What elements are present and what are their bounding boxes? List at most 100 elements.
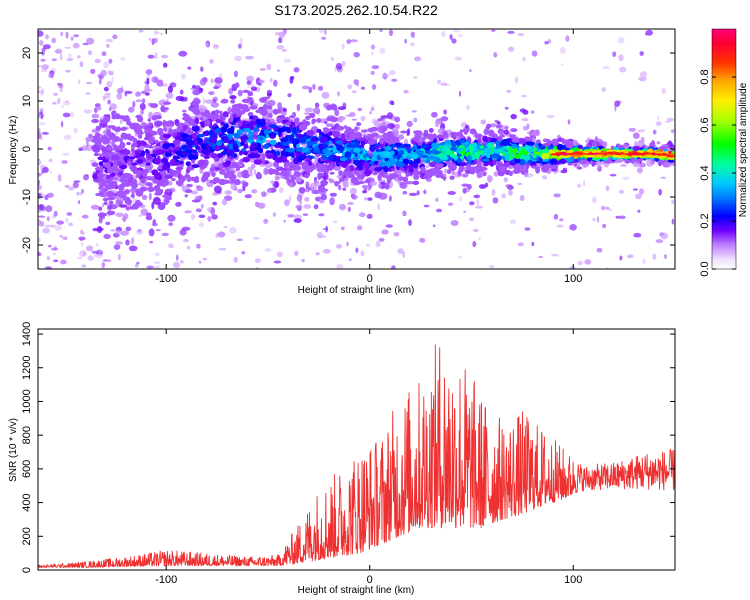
heatmap-halo xyxy=(178,50,188,57)
heatmap-cell xyxy=(428,134,435,141)
heatmap-speckle xyxy=(64,46,72,49)
heatmap-halo xyxy=(277,102,282,110)
heatmap-speckle xyxy=(459,90,461,97)
heatmap-speckle xyxy=(94,58,102,64)
heatmap-halo xyxy=(321,91,330,99)
heatmap-cell xyxy=(130,182,138,189)
heatmap-cell xyxy=(126,120,132,126)
heatmap-halo xyxy=(93,152,100,157)
heatmap-speckle xyxy=(524,227,531,231)
heatmap-halo xyxy=(369,180,377,186)
heatmap-speckle xyxy=(209,59,214,64)
heatmap-halo xyxy=(403,138,409,146)
heatmap-speckle xyxy=(469,217,475,222)
heatmap-speckle xyxy=(76,256,83,259)
heatmap-cell xyxy=(285,121,291,126)
heatmap-speckle xyxy=(522,56,526,62)
heatmap-cell xyxy=(442,133,449,139)
spectrogram-heatmap xyxy=(38,29,675,269)
heatmap-cell xyxy=(193,149,198,154)
heatmap-speckle xyxy=(41,132,50,135)
heatmap-speckle xyxy=(670,129,675,134)
heatmap-halo xyxy=(120,230,130,236)
heatmap-speckle xyxy=(635,193,642,200)
heatmap-halo xyxy=(391,129,399,137)
heatmap-halo xyxy=(447,202,454,206)
heatmap-cell xyxy=(105,116,110,121)
heatmap-halo xyxy=(319,188,327,196)
heatmap-cell xyxy=(541,152,547,160)
heatmap-halo xyxy=(245,55,254,60)
heatmap-halo xyxy=(413,174,420,181)
heatmap-cell xyxy=(280,169,286,177)
heatmap-speckle xyxy=(254,169,257,176)
x-tick-label: -100 xyxy=(155,273,177,285)
heatmap-cell xyxy=(98,161,104,167)
heatmap-halo xyxy=(144,84,150,92)
heatmap-tone xyxy=(614,155,622,158)
heatmap-halo xyxy=(148,192,152,201)
heatmap-speckle xyxy=(76,191,79,196)
heatmap-cell xyxy=(416,145,422,150)
heatmap-speckle xyxy=(39,221,45,227)
heatmap-cell xyxy=(592,141,598,148)
heatmap-cell xyxy=(420,137,427,141)
heatmap-cell xyxy=(449,175,455,180)
heatmap-halo xyxy=(408,192,418,196)
heatmap-halo xyxy=(349,112,356,117)
heatmap-speckle xyxy=(602,66,611,69)
heatmap-speckle xyxy=(81,214,89,219)
heatmap-halo xyxy=(175,95,185,102)
heatmap-cell xyxy=(227,142,233,148)
heatmap-halo xyxy=(637,140,645,148)
heatmap-halo xyxy=(387,112,393,120)
heatmap-cell xyxy=(140,150,146,157)
heatmap-halo xyxy=(230,183,237,191)
heatmap-cell xyxy=(223,136,229,144)
heatmap-cell xyxy=(521,139,527,145)
heatmap-speckle xyxy=(38,160,42,165)
heatmap-cell xyxy=(145,212,152,217)
heatmap-speckle xyxy=(269,78,273,83)
heatmap-cell xyxy=(508,170,513,177)
heatmap-speckle xyxy=(52,252,56,255)
heatmap-cell xyxy=(440,153,447,160)
heatmap-cell xyxy=(243,181,249,187)
heatmap-speckle xyxy=(360,86,366,90)
heatmap-cell xyxy=(135,188,144,194)
heatmap-cell xyxy=(242,89,250,93)
heatmap-cell xyxy=(136,159,144,164)
heatmap-speckle xyxy=(42,228,50,234)
heatmap-cell xyxy=(340,134,346,141)
heatmap-speckle xyxy=(105,38,113,43)
snr-series-line xyxy=(38,344,675,568)
heatmap-cell xyxy=(171,162,180,166)
heatmap-cell xyxy=(274,151,281,156)
heatmap-speckle xyxy=(569,224,577,231)
heatmap-halo xyxy=(334,109,340,117)
heatmap-speckle xyxy=(576,183,582,188)
heatmap-cell xyxy=(276,109,282,114)
heatmap-speckle xyxy=(264,248,272,253)
heatmap-halo xyxy=(196,186,204,192)
heatmap-speckle xyxy=(605,206,610,210)
heatmap-speckle xyxy=(60,31,64,37)
heatmap-speckle xyxy=(59,235,64,238)
heatmap-cell xyxy=(312,118,317,124)
heatmap-halo xyxy=(503,177,509,183)
heatmap-halo xyxy=(329,197,335,206)
heatmap-cell xyxy=(181,133,189,139)
heatmap-speckle xyxy=(478,237,481,240)
heatmap-speckle xyxy=(378,238,385,242)
heatmap-cell xyxy=(157,127,164,134)
heatmap-speckle xyxy=(389,29,393,37)
heatmap-speckle xyxy=(332,220,338,224)
heatmap-cell xyxy=(145,182,153,187)
heatmap-cell xyxy=(417,140,423,147)
heatmap-halo xyxy=(289,76,294,84)
heatmap-cell xyxy=(320,163,325,170)
heatmap-cell xyxy=(408,167,414,173)
heatmap-speckle xyxy=(652,129,657,135)
heatmap-speckle xyxy=(633,232,642,238)
